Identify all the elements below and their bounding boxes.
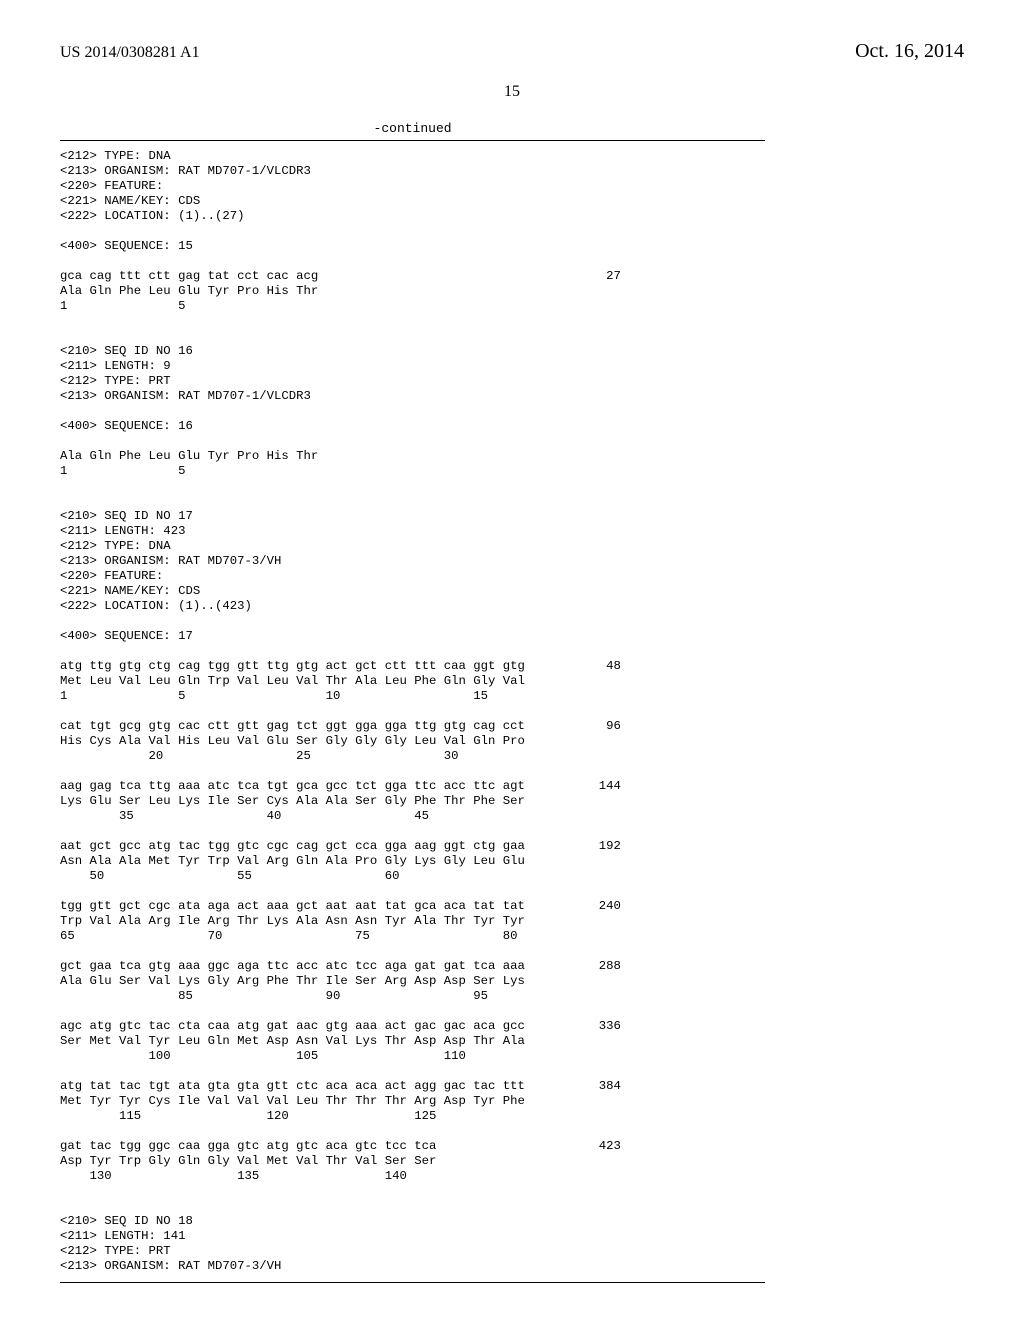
sequence-listing: <212> TYPE: DNA <213> ORGANISM: RAT MD70… [60,149,765,1274]
page-number: 15 [60,83,964,101]
rule-line-top [60,140,765,141]
continued-label: -continued [60,121,765,136]
rule-line-bottom [60,1282,765,1283]
application-number: US 2014/0308281 A1 [60,44,200,62]
publication-date: Oct. 16, 2014 [855,40,964,63]
page-header: US 2014/0308281 A1 Oct. 16, 2014 [60,40,964,63]
